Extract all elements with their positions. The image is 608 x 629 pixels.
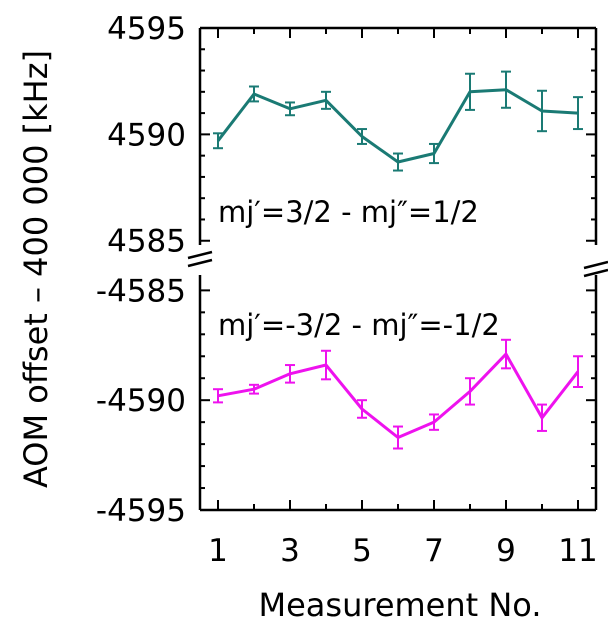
series-line xyxy=(217,352,580,439)
y-axis-label: AOM offset – 400 000 [kHz] xyxy=(17,50,55,488)
axis-break-mark-right xyxy=(583,260,608,278)
y-tick-label: 4585 xyxy=(107,224,186,260)
x-tick-label: 9 xyxy=(496,533,516,569)
series xyxy=(213,70,583,450)
tick-labels: 4585 4590 4595 -4595 -4590 -4585 1 3 5 7 9 11 xyxy=(96,11,598,569)
axis-break-marks xyxy=(187,250,608,278)
x-tick-label: 5 xyxy=(352,533,372,569)
y-tick-label: -4585 xyxy=(96,273,186,309)
x-tick-label: 1 xyxy=(208,533,228,569)
ticks xyxy=(200,27,596,511)
x-axis-label: Measurement No. xyxy=(259,586,542,624)
x-tick-label: 7 xyxy=(424,533,444,569)
y-tick-label: -4595 xyxy=(96,493,186,529)
axis-break-mark-left xyxy=(187,250,213,268)
series-line xyxy=(216,88,579,164)
x-tick-label: 11 xyxy=(558,533,597,569)
series-label-bottom: mj′=-3/2 - mj″=-1/2 xyxy=(218,308,500,342)
y-tick-label: -4590 xyxy=(96,383,186,419)
y-tick-label: 4590 xyxy=(107,117,186,153)
x-tick-label: 3 xyxy=(280,533,300,569)
series-label-top: mj′=3/2 - mj″=1/2 xyxy=(218,195,479,229)
y-tick-label: 4595 xyxy=(107,11,186,47)
